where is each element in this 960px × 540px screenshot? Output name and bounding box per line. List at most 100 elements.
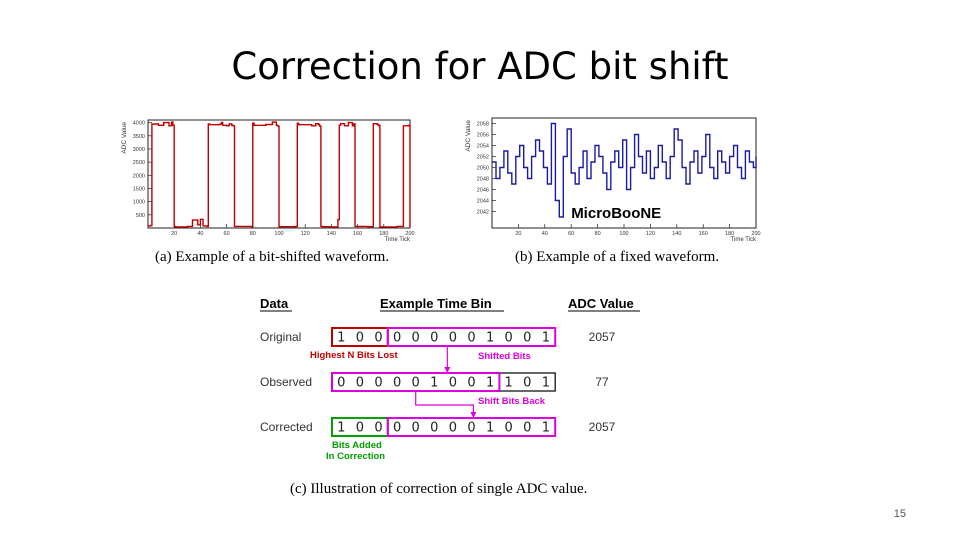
plot-b-xtick-label: 80 bbox=[595, 231, 601, 237]
bit-original: 1 bbox=[542, 331, 550, 346]
adc-value-corrected: 2057 bbox=[589, 420, 616, 434]
plot-b-x-axis-label: Time Tick bbox=[731, 237, 757, 243]
plot-b-xtick-label: 20 bbox=[515, 231, 521, 237]
plot-b-ytick-label: 2046 bbox=[477, 188, 489, 194]
bit-original: 0 bbox=[393, 331, 401, 346]
plot-a-xtick-label: 40 bbox=[197, 231, 203, 237]
plot-b-ytick-label: 2054 bbox=[477, 144, 489, 150]
adc-value-original: 2057 bbox=[589, 330, 616, 344]
plot-b-xtick-label: 100 bbox=[619, 231, 628, 237]
plot-a-xtick-label: 20 bbox=[171, 231, 177, 237]
bits-added-label: In Correction bbox=[326, 451, 385, 462]
plot-a-xtick-label: 120 bbox=[301, 231, 310, 237]
bit-original: 0 bbox=[467, 331, 475, 346]
bit-observed: 0 bbox=[393, 376, 401, 391]
header-example-time-bin: Example Time Bin bbox=[380, 296, 492, 311]
fixed-waveform-plot: 2042 2044 2046 2048 2050 2052 2054 2056 2058 20 40… bbox=[465, 117, 761, 243]
plot-a-ytick-label: 2000 bbox=[133, 173, 145, 179]
plot-a-ytick-label: 1000 bbox=[133, 200, 145, 206]
bit-box-observed bbox=[331, 372, 556, 392]
plot-b-xtick-label: 120 bbox=[646, 231, 655, 237]
shift-arrow-head bbox=[444, 367, 451, 373]
header-data: Data bbox=[260, 296, 289, 311]
plot-a-series-line bbox=[148, 121, 411, 228]
row-label-observed: Observed bbox=[260, 375, 312, 389]
bit-observed: 0 bbox=[523, 376, 531, 391]
plot-a-xtick-label: 60 bbox=[224, 231, 230, 237]
bit-observed: 1 bbox=[430, 376, 438, 391]
bit-box-corrected bbox=[331, 417, 556, 437]
bit-corrected: 0 bbox=[430, 421, 438, 436]
bit-original: 0 bbox=[412, 331, 420, 346]
bit-corrected: 0 bbox=[393, 421, 401, 436]
shifted-bits-label: Shifted Bits bbox=[478, 351, 531, 362]
plot-a-ytick-label: 500 bbox=[136, 213, 145, 219]
bit-original: 0 bbox=[356, 331, 364, 346]
plot-a-xtick-label: 200 bbox=[405, 231, 414, 237]
caption-b: (b) Example of a fixed waveform. bbox=[515, 249, 720, 265]
plot-a-xtick-label: 160 bbox=[353, 231, 362, 237]
plot-b-series-line bbox=[492, 122, 757, 218]
bit-corrected: 0 bbox=[523, 421, 531, 436]
header-adc-value: ADC Value bbox=[568, 296, 634, 311]
slide-number: 15 bbox=[893, 508, 906, 520]
bit-corrected: 0 bbox=[412, 421, 420, 436]
shifted-bits-highlight-corrected bbox=[386, 417, 557, 437]
bit-observed: 1 bbox=[486, 376, 494, 391]
bit-shifted-waveform-plot: 500 1000 1500 2000 2500 3000 3500 4000 20 40 60 80 1… bbox=[121, 119, 415, 243]
bit-box-original bbox=[331, 327, 556, 347]
shifted-bits-highlight-original bbox=[386, 327, 557, 347]
plot-a-ytick-label: 2500 bbox=[133, 160, 145, 166]
bit-observed: 0 bbox=[449, 376, 457, 391]
bit-original: 0 bbox=[449, 331, 457, 346]
plot-b-ytick-label: 2042 bbox=[477, 210, 489, 216]
bits-added-label: Bits Added bbox=[332, 440, 382, 451]
bit-corrected: 0 bbox=[374, 421, 382, 436]
bit-observed: 0 bbox=[467, 376, 475, 391]
plot-b-annotation: MicroBooNE bbox=[571, 205, 661, 222]
bit-observed: 1 bbox=[505, 376, 513, 391]
plot-b-xtick-label: 160 bbox=[699, 231, 708, 237]
bit-original: 0 bbox=[374, 331, 382, 346]
bit-observed: 0 bbox=[412, 376, 420, 391]
caption-c: (c) Illustration of correction of single… bbox=[290, 481, 588, 497]
plot-b-xtick-label: 180 bbox=[725, 231, 734, 237]
plot-b-ytick-label: 2056 bbox=[477, 133, 489, 139]
bit-observed: 0 bbox=[374, 376, 382, 391]
plot-a-xtick-label: 100 bbox=[274, 231, 283, 237]
bit-corrected: 0 bbox=[467, 421, 475, 436]
bit-corrected: 0 bbox=[449, 421, 457, 436]
shift-bits-back-label: Shift Bits Back bbox=[478, 396, 546, 407]
bit-corrected: 0 bbox=[505, 421, 513, 436]
bit-original: 1 bbox=[337, 331, 345, 346]
adc-value-observed: 77 bbox=[595, 375, 609, 389]
bit-corrected: 0 bbox=[356, 421, 364, 436]
plot-b-xtick-label: 60 bbox=[568, 231, 574, 237]
highest-bits-lost-label: Highest N Bits Lost bbox=[310, 350, 398, 361]
bit-original: 0 bbox=[523, 331, 531, 346]
plot-b-xtick-label: 140 bbox=[672, 231, 681, 237]
bit-observed: 0 bbox=[356, 376, 364, 391]
plot-b-ytick-label: 2050 bbox=[477, 166, 489, 172]
plot-a-x-axis-label: Time Tick bbox=[385, 237, 411, 243]
shift-back-arrow-head bbox=[470, 412, 477, 418]
plot-b-ytick-label: 2058 bbox=[477, 122, 489, 128]
plot-b-xtick-label: 40 bbox=[542, 231, 548, 237]
bit-corrected: 1 bbox=[486, 421, 494, 436]
bit-corrected: 1 bbox=[542, 421, 550, 436]
slide-title: Correction for ADC bit shift bbox=[231, 45, 729, 88]
bit-corrected: 1 bbox=[337, 421, 345, 436]
plot-b-xtick-label: 200 bbox=[751, 231, 760, 237]
shift-back-arrow bbox=[415, 391, 474, 414]
plot-b-ytick-label: 2052 bbox=[477, 155, 489, 161]
bit-observed: 1 bbox=[542, 376, 550, 391]
bit-observed: 0 bbox=[337, 376, 345, 391]
row-label-original: Original bbox=[260, 330, 301, 344]
plot-a-ytick-label: 1500 bbox=[133, 186, 145, 192]
bit-original: 0 bbox=[505, 331, 513, 346]
caption-a: (a) Example of a bit-shifted waveform. bbox=[155, 249, 390, 265]
plot-b-y-axis-label: ADC Value bbox=[465, 120, 472, 152]
plot-b-ytick-label: 2048 bbox=[477, 177, 489, 183]
plot-a-xtick-label: 140 bbox=[327, 231, 336, 237]
